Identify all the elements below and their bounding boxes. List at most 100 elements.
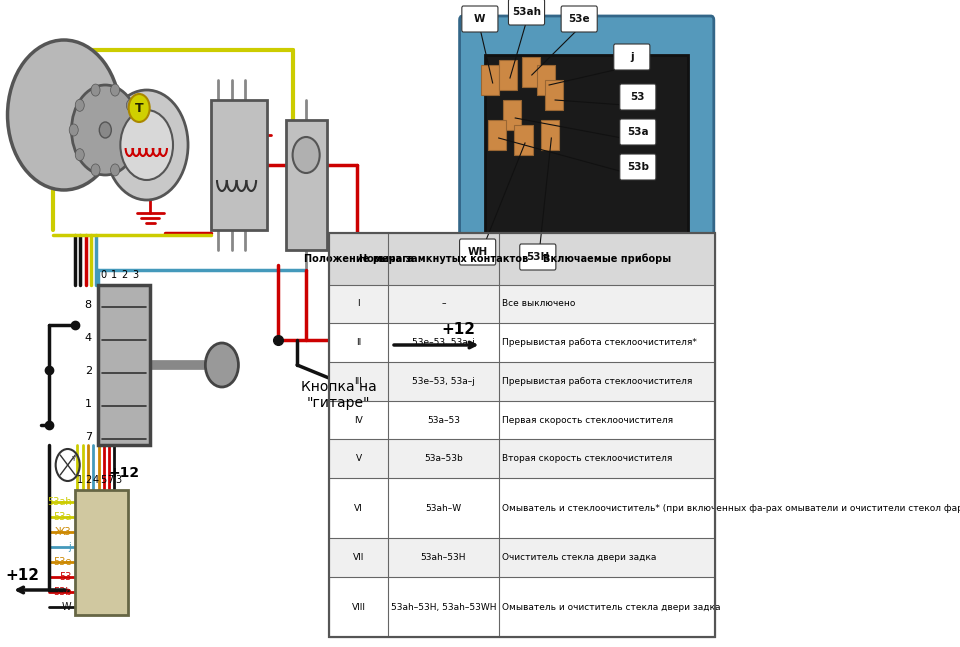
Text: 53ah: 53ah [512, 7, 541, 17]
Text: Кнопка на
"гитаре": Кнопка на "гитаре" [300, 380, 376, 410]
Text: W: W [474, 14, 486, 24]
Text: 4: 4 [84, 333, 92, 343]
FancyBboxPatch shape [562, 6, 597, 32]
Text: Омыватель и стеклоочиститель* (при включенных фа-рах омыватели и очистители стек: Омыватель и стеклоочиститель* (при включ… [502, 504, 960, 512]
Text: I: I [357, 300, 360, 309]
FancyBboxPatch shape [509, 0, 544, 25]
Text: 53: 53 [60, 572, 71, 582]
Circle shape [75, 149, 84, 160]
Text: 3: 3 [115, 475, 121, 485]
Text: VII: VII [353, 553, 364, 562]
Text: Положение рычага: Положение рычага [303, 254, 414, 264]
FancyBboxPatch shape [328, 362, 715, 400]
Text: 7: 7 [84, 432, 92, 442]
Text: 7: 7 [108, 475, 113, 485]
Text: 53: 53 [631, 92, 645, 102]
Circle shape [132, 124, 141, 136]
FancyBboxPatch shape [98, 285, 151, 445]
FancyBboxPatch shape [481, 65, 498, 95]
Text: Ж3: Ж3 [55, 527, 71, 537]
FancyBboxPatch shape [460, 239, 495, 265]
Text: V: V [355, 454, 362, 463]
Text: j: j [69, 542, 71, 552]
Text: 53ah: 53ah [47, 497, 71, 507]
FancyBboxPatch shape [210, 100, 267, 230]
FancyBboxPatch shape [503, 100, 521, 130]
FancyBboxPatch shape [620, 84, 656, 110]
Circle shape [99, 122, 111, 138]
FancyBboxPatch shape [613, 44, 650, 70]
Circle shape [127, 149, 135, 160]
Text: 2: 2 [84, 475, 91, 485]
Text: II: II [356, 338, 361, 347]
Text: Омыватель и очиститель стекла двери задка: Омыватель и очиститель стекла двери задк… [502, 603, 721, 611]
Text: –: – [442, 300, 445, 309]
Text: 3: 3 [132, 270, 138, 280]
FancyBboxPatch shape [540, 120, 559, 150]
FancyBboxPatch shape [328, 233, 715, 285]
FancyBboxPatch shape [328, 439, 715, 478]
Text: +12: +12 [6, 567, 39, 582]
Text: 1: 1 [78, 475, 84, 485]
FancyBboxPatch shape [515, 125, 533, 155]
Text: 4: 4 [92, 475, 99, 485]
Text: 53е–53, 53а–j: 53е–53, 53а–j [412, 377, 475, 386]
Text: +12: +12 [108, 466, 139, 480]
Circle shape [106, 90, 188, 200]
FancyBboxPatch shape [75, 490, 128, 615]
Text: 53e: 53e [53, 557, 71, 567]
Text: Прерывистая работа стеклоочистителя: Прерывистая работа стеклоочистителя [502, 377, 693, 386]
FancyBboxPatch shape [519, 244, 556, 270]
Text: ᵧ: ᵧ [72, 452, 76, 462]
Text: W: W [61, 602, 71, 612]
FancyBboxPatch shape [499, 60, 517, 90]
Text: Номера замкнутых контактов: Номера замкнутых контактов [359, 254, 528, 264]
Circle shape [71, 85, 139, 175]
Circle shape [8, 40, 120, 190]
Text: VIII: VIII [351, 603, 366, 611]
FancyBboxPatch shape [537, 65, 555, 95]
Text: Прерывистая работа стеклоочистителя*: Прерывистая работа стеклоочистителя* [502, 338, 697, 347]
Text: 1: 1 [84, 399, 92, 409]
FancyBboxPatch shape [489, 120, 506, 150]
Text: 53b: 53b [53, 587, 71, 597]
Circle shape [91, 164, 100, 176]
Text: 53ah–53H, 53ah–53WH: 53ah–53H, 53ah–53WH [391, 603, 496, 611]
FancyBboxPatch shape [620, 154, 656, 180]
FancyBboxPatch shape [620, 119, 656, 145]
Text: Включаемые приборы: Включаемые приборы [542, 254, 671, 264]
Circle shape [205, 343, 238, 387]
Text: 53b: 53b [627, 162, 649, 172]
Text: 0: 0 [101, 270, 107, 280]
Text: 53а–53b: 53а–53b [424, 454, 463, 463]
FancyBboxPatch shape [328, 233, 715, 637]
Circle shape [69, 124, 78, 136]
FancyBboxPatch shape [286, 120, 327, 250]
Text: 53a: 53a [53, 512, 71, 522]
Text: 53ah–W: 53ah–W [425, 504, 462, 512]
Text: 53ah–53H: 53ah–53H [420, 553, 467, 562]
FancyBboxPatch shape [485, 55, 688, 235]
Text: 53а–53: 53а–53 [427, 415, 460, 424]
Text: WH: WH [468, 247, 488, 257]
FancyBboxPatch shape [544, 80, 563, 110]
Text: 2: 2 [122, 270, 128, 280]
Text: T: T [134, 102, 143, 115]
Text: Вторая скорость стеклоочистителя: Вторая скорость стеклоочистителя [502, 454, 673, 463]
Text: III: III [354, 377, 363, 386]
Text: VI: VI [354, 504, 363, 512]
Circle shape [110, 84, 120, 96]
Text: 8: 8 [84, 300, 92, 310]
Text: 53a: 53a [627, 127, 649, 137]
Circle shape [110, 164, 120, 176]
Circle shape [91, 84, 100, 96]
Text: 53H: 53H [526, 252, 549, 262]
Text: 1: 1 [111, 270, 117, 280]
Circle shape [293, 137, 320, 173]
Text: 5: 5 [100, 475, 107, 485]
Text: Все выключено: Все выключено [502, 300, 576, 309]
Text: Очиститель стекла двери задка: Очиститель стекла двери задка [502, 553, 657, 562]
Text: IV: IV [354, 415, 363, 424]
Circle shape [129, 94, 150, 122]
Text: j: j [630, 52, 634, 62]
